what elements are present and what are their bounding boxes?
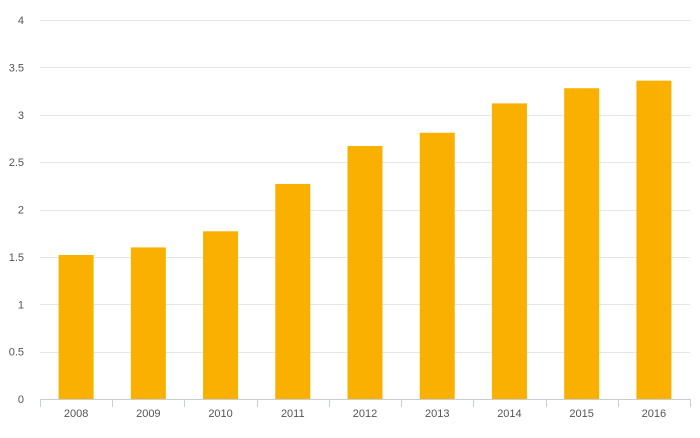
y-tick-label: 4 — [18, 15, 24, 27]
x-tick-label: 2010 — [208, 408, 232, 420]
x-tick-label: 2013 — [425, 408, 449, 420]
y-tick-label: 2.5 — [9, 157, 24, 169]
bar-2014[interactable] — [491, 103, 527, 399]
x-axis — [40, 399, 691, 407]
y-tick-label: 3 — [18, 110, 24, 122]
x-tick-label: 2009 — [136, 408, 160, 420]
bars — [58, 80, 672, 399]
x-tick-label: 2012 — [353, 408, 377, 420]
x-axis-tick-labels: 2008 2009 2010 2011 2012 2013 2014 2015 2016 — [64, 408, 666, 420]
x-tick-label: 2016 — [642, 408, 666, 420]
x-tick-label: 2015 — [569, 408, 593, 420]
bar-2015[interactable] — [564, 88, 600, 399]
y-tick-label: 0 — [18, 394, 24, 406]
bar-2011[interactable] — [275, 183, 311, 399]
bar-2013[interactable] — [419, 132, 455, 399]
bar-2009[interactable] — [130, 247, 166, 399]
bar-2012[interactable] — [347, 146, 383, 399]
y-tick-label: 2 — [18, 205, 24, 217]
y-tick-label: 0.5 — [9, 347, 24, 359]
x-tick-label: 2008 — [64, 408, 88, 420]
y-tick-label: 3.5 — [9, 62, 24, 74]
y-axis-tick-labels: 0 0.5 1 1.5 2 2.5 3 3.5 4 — [9, 15, 24, 406]
y-tick-label: 1.5 — [9, 252, 24, 264]
y-tick-label: 1 — [18, 299, 24, 311]
bar-2010[interactable] — [203, 231, 239, 399]
x-tick-label: 2014 — [497, 408, 521, 420]
bar-2008[interactable] — [58, 254, 94, 399]
bar-2016[interactable] — [636, 80, 672, 399]
x-tick-label: 2011 — [281, 408, 305, 420]
